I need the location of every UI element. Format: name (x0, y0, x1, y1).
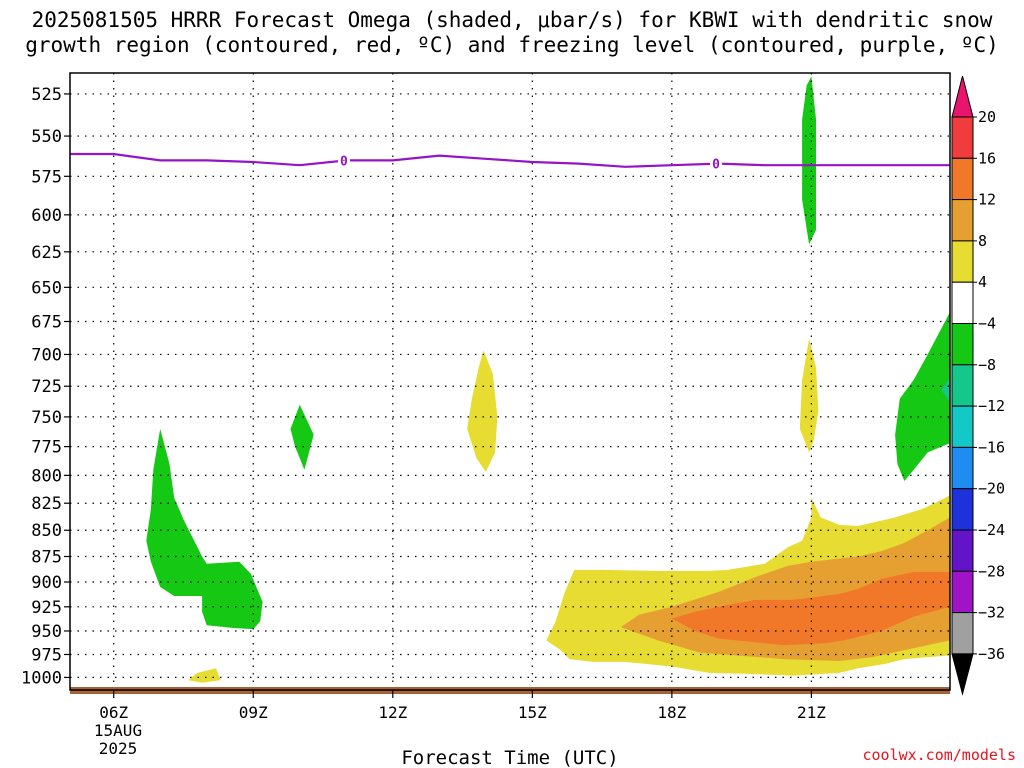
plot-frame (69, 72, 951, 691)
colorbar-swatch (951, 612, 974, 655)
x-tick-label: 09Z (239, 703, 268, 722)
colorbar-label: −4 (978, 315, 996, 333)
omega-region-7 (188, 668, 221, 683)
colorbar-swatch (951, 570, 974, 614)
y-tick-label: 1000 (21, 668, 62, 688)
x-axis-title: Forecast Time (UTC) (401, 747, 618, 768)
plot-border (69, 72, 951, 691)
x-axis-time-ticks: 06Z 09Z 12Z 15Z 18Z 21Z (99, 690, 826, 722)
colorbar: 20 16 12 8 4 −4 −8 −12 −16 −20 −24 −28 −32 −36 (951, 75, 1005, 696)
y-tick-label: 875 (31, 547, 62, 567)
x-tick-label: 12Z (378, 703, 407, 722)
omega-region-3 (895, 312, 950, 481)
chart-title: 2025081505 HRRR Forecast Omega (shaded, … (25, 8, 999, 57)
omega-region-5 (467, 350, 498, 472)
y-tick-label: 650 (31, 278, 62, 298)
colorbar-label: 12 (978, 191, 996, 209)
colorbar-label: −12 (978, 397, 1005, 415)
colorbar-label: 16 (978, 149, 996, 167)
y-tick-label: 625 (31, 243, 62, 263)
colorbar-swatch (951, 364, 974, 407)
colorbar-label: −24 (978, 521, 1005, 539)
colorbar-label: 4 (978, 273, 987, 291)
colorbar-swatch (951, 446, 974, 490)
freezing-level-label: 0 (712, 158, 720, 173)
omega-region-4 (941, 377, 950, 403)
colorbar-swatch (951, 199, 974, 242)
x-date-label-day: 15AUG (94, 721, 142, 740)
y-tick-label: 725 (31, 377, 62, 397)
y-tick-label: 975 (31, 645, 62, 665)
colorbar-label: −28 (978, 562, 1005, 580)
freezing-level-label: 0 (340, 155, 348, 170)
y-tick-label: 600 (31, 206, 62, 226)
y-tick-label: 750 (31, 408, 62, 428)
gridlines (70, 73, 950, 690)
y-tick-label: 925 (31, 598, 62, 618)
freezing-level-line (70, 152, 950, 168)
colorbar-swatch (951, 281, 974, 325)
x-date-label-year: 2025 (99, 739, 138, 758)
y-axis-pressure-ticks: 525 550 575 600 625 650 675 700 725 750 775 800 825 8… (21, 85, 70, 688)
colorbar-label: −16 (978, 438, 1005, 456)
colorbar-swatch (951, 405, 974, 448)
y-tick-label: 675 (31, 313, 62, 333)
y-tick-label: 775 (31, 438, 62, 458)
credit-link[interactable]: coolwx.com/models (862, 746, 1016, 764)
colorbar-label: 8 (978, 232, 987, 250)
colorbar-label: −32 (978, 604, 1005, 622)
colorbar-swatch (951, 116, 974, 159)
colorbar-label: 20 (978, 108, 996, 126)
omega-region-10 (671, 571, 950, 646)
y-tick-label: 900 (31, 573, 62, 593)
colorbar-cap-top (951, 75, 974, 118)
y-tick-label: 825 (31, 494, 62, 514)
freezing-label-bg (710, 155, 723, 172)
y-tick-label: 575 (31, 167, 62, 187)
omega-region-2 (802, 76, 816, 245)
y-tick-label: 700 (31, 345, 62, 365)
omega-region-6 (799, 338, 819, 453)
colorbar-swatch (951, 240, 974, 283)
colorbar-swatch (951, 157, 974, 201)
y-tick-label: 950 (31, 622, 62, 642)
colorbar-cap-bottom (951, 653, 974, 696)
y-tick-label: 525 (31, 85, 62, 105)
colorbar-label: −8 (978, 356, 996, 374)
y-tick-label: 550 (31, 127, 62, 147)
y-tick-label: 850 (31, 521, 62, 541)
x-tick-label: 15Z (518, 703, 547, 722)
x-tick-label: 06Z (99, 703, 128, 722)
colorbar-label: −20 (978, 480, 1005, 498)
omega-region-0 (146, 428, 263, 630)
x-tick-label: 18Z (657, 703, 686, 722)
colorbar-swatch (951, 323, 974, 366)
omega-shading (146, 76, 950, 683)
y-tick-label: 800 (31, 466, 62, 486)
colorbar-label: −36 (978, 645, 1005, 663)
colorbar-swatch (951, 529, 974, 572)
freezing-label-bg (337, 152, 350, 169)
x-tick-label: 21Z (797, 703, 826, 722)
colorbar-swatch (951, 488, 974, 531)
omega-region-1 (290, 404, 314, 470)
